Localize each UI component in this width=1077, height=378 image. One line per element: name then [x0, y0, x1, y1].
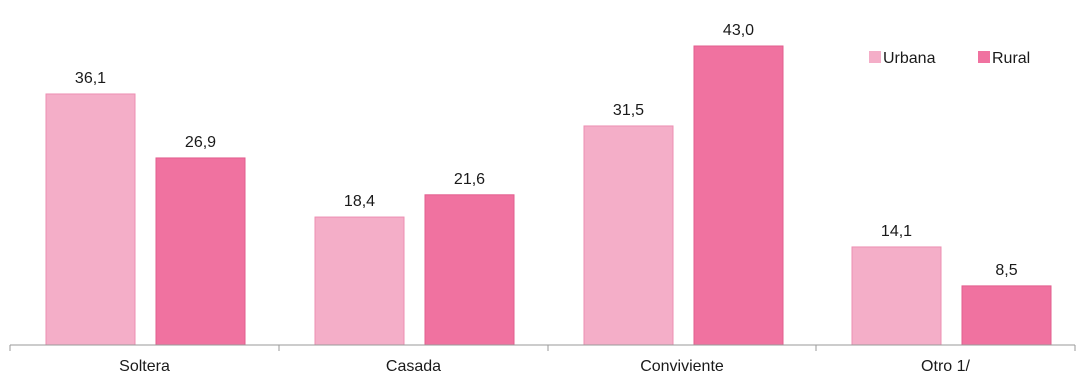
value-label-urbana-1: 18,4	[344, 193, 375, 210]
value-label-urbana-3: 14,1	[881, 223, 912, 240]
value-label-rural-2: 43,0	[723, 22, 754, 39]
x-axis-ticks	[9, 345, 1076, 351]
bar-urbana-2	[583, 125, 674, 346]
legend-label-rural: Rural	[992, 50, 1030, 67]
value-label-rural-3: 8,5	[995, 262, 1017, 279]
value-label-rural-0: 26,9	[185, 134, 216, 151]
category-labels-group: Soltera Casada Conviviente Otro 1/	[119, 358, 970, 375]
category-label-0: Soltera	[119, 358, 170, 375]
bar-rural-0	[155, 157, 246, 346]
legend-label-urbana: Urbana	[883, 50, 936, 67]
value-label-urbana-0: 36,1	[75, 70, 106, 87]
category-label-2: Conviviente	[640, 358, 724, 375]
category-label-1: Casada	[386, 358, 441, 375]
legend-swatch-rural	[978, 51, 990, 63]
bars-group	[45, 45, 1052, 346]
bar-rural-1	[424, 194, 515, 346]
bar-urbana-1	[314, 216, 405, 346]
category-label-3: Otro 1/	[921, 358, 970, 375]
value-label-rural-1: 21,6	[454, 171, 485, 188]
legend: Urbana Rural	[869, 50, 1030, 67]
value-labels-group: 36,1 26,9 18,4 21,6 31,5 43,0 14,1 8,5	[75, 22, 1018, 279]
bar-urbana-3	[851, 246, 942, 346]
value-label-urbana-2: 31,5	[613, 102, 644, 119]
bar-urbana-0	[45, 93, 136, 346]
bar-rural-2	[693, 45, 784, 346]
bar-rural-3	[961, 285, 1052, 346]
legend-swatch-urbana	[869, 51, 881, 63]
